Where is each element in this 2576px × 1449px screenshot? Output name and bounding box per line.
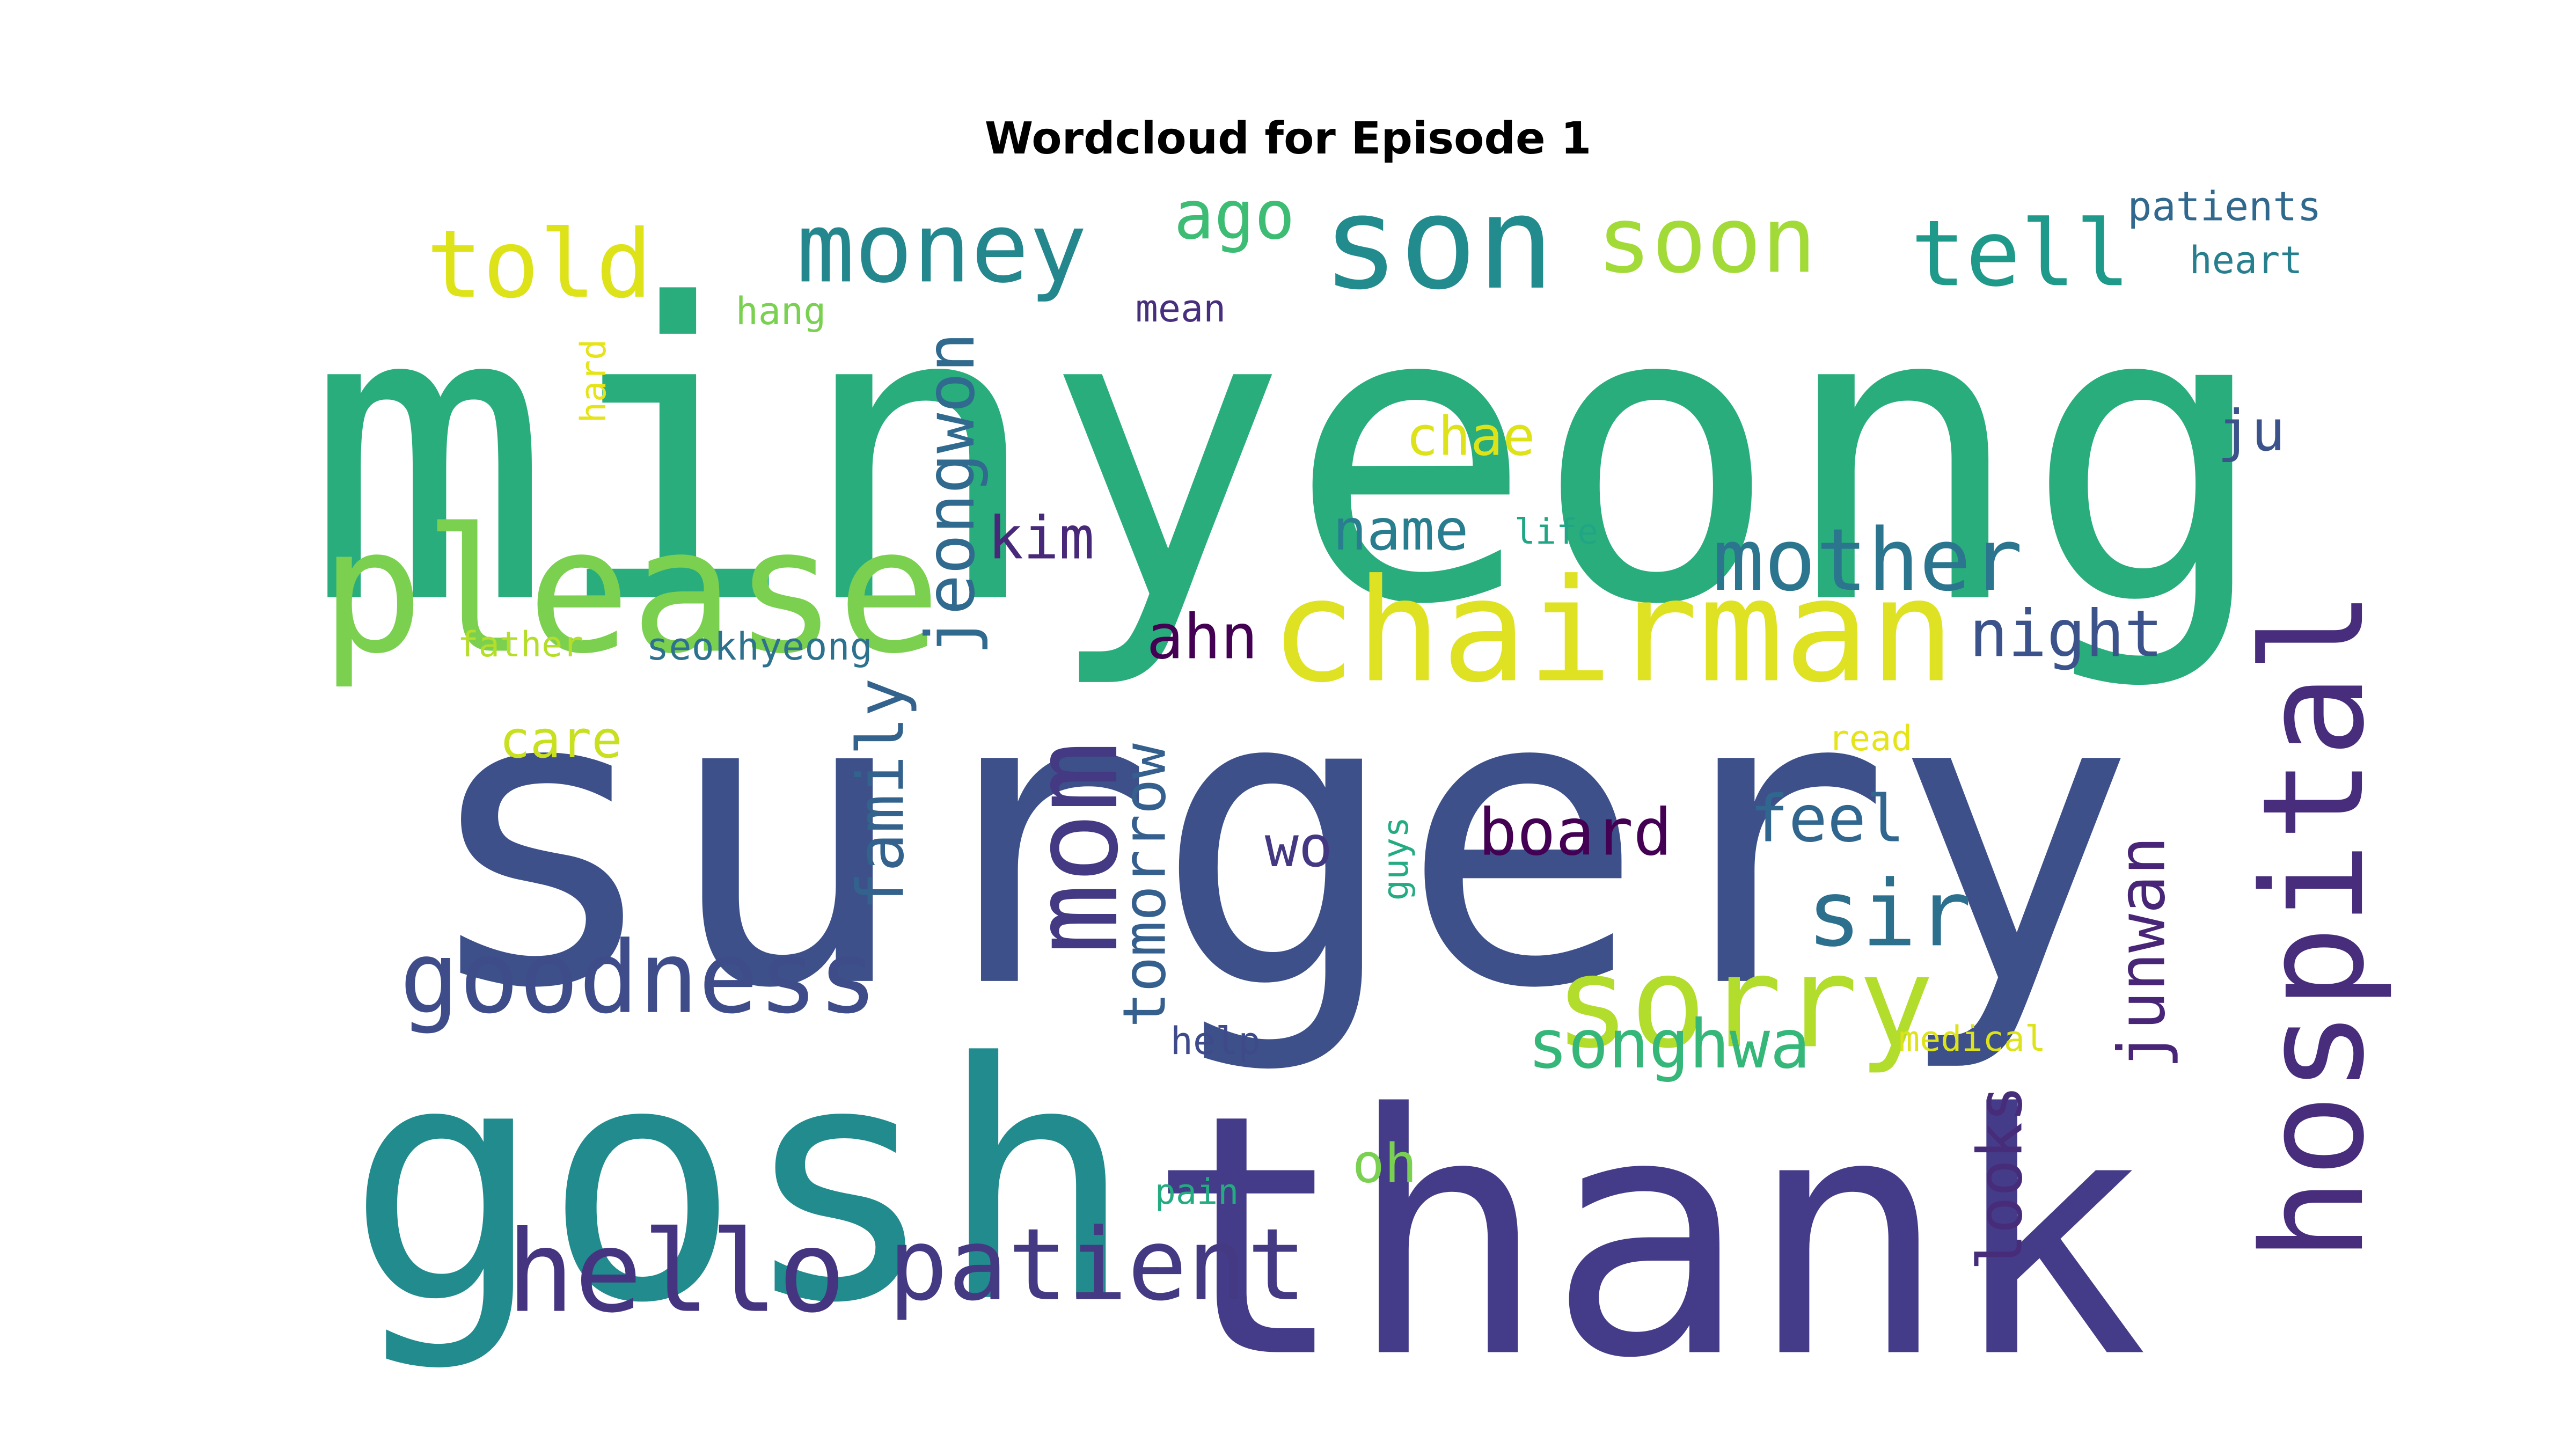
word-mean: mean xyxy=(1136,287,1226,331)
chart-title: Wordcloud for Episode 1 xyxy=(984,113,1592,164)
word-surgery: surgery xyxy=(418,603,2137,1078)
word-family: family xyxy=(844,678,919,910)
word-seokhyeong: seokhyeong xyxy=(646,625,872,669)
word-looks: looks xyxy=(1965,1085,2037,1271)
word-mom: mom xyxy=(1007,741,1144,954)
word-wo: wo xyxy=(1265,814,1333,880)
word-father: father xyxy=(458,625,584,665)
word-son: son xyxy=(1322,168,1554,318)
word-name: name xyxy=(1333,497,1469,563)
word-pain: pain xyxy=(1155,1172,1239,1212)
word-patients: patients xyxy=(2127,183,2321,230)
word-junwan: junwan xyxy=(2105,836,2180,1069)
word-gosh: gosh xyxy=(346,993,1135,1374)
word-goodness: goodness xyxy=(399,920,877,1036)
word-please: please xyxy=(320,492,941,692)
word-mother: mother xyxy=(1713,510,2023,610)
word-minyeong: minyeong xyxy=(306,219,2270,694)
word-hard: hard xyxy=(574,339,614,423)
word-oh: oh xyxy=(1352,1132,1417,1195)
word-ago: ago xyxy=(1174,177,1295,254)
word-soon: soon xyxy=(1597,187,1816,294)
word-help: help xyxy=(1170,1019,1261,1063)
word-ahn: ahn xyxy=(1146,602,1258,674)
word-medical: medical xyxy=(1899,1019,2046,1059)
word-hello: hello xyxy=(507,1206,846,1338)
word-thank: thank xyxy=(1147,1044,2148,1431)
word-chairman: chairman xyxy=(1270,548,1955,714)
word-ju: ju xyxy=(2218,398,2285,464)
word-chae: chae xyxy=(1406,405,1535,467)
word-read: read xyxy=(1828,719,1913,759)
word-night: night xyxy=(1969,597,2163,672)
word-board: board xyxy=(1478,796,1672,870)
word-tomorrow: tomorrow xyxy=(1110,743,1179,1028)
word-tell: tell xyxy=(1911,201,2130,307)
word-jeongwon: jeongwon xyxy=(912,332,990,655)
word-hospital: hospital xyxy=(2233,590,2395,1262)
word-guys: guys xyxy=(1376,817,1416,901)
word-money: money xyxy=(796,192,1087,304)
word-songhwa: songhwa xyxy=(1528,1006,1811,1084)
word-patient: patient xyxy=(888,1207,1307,1323)
word-sorry: sorry xyxy=(1554,930,1934,1076)
word-hang: hang xyxy=(736,289,826,333)
word-told: told xyxy=(426,210,652,319)
word-heart: heart xyxy=(2190,238,2303,282)
word-care: care xyxy=(500,711,623,770)
word-feel: feel xyxy=(1750,782,1905,857)
word-kim: kim xyxy=(988,503,1095,572)
word-sir: sir xyxy=(1806,861,1971,967)
word-life: life xyxy=(1514,512,1599,552)
